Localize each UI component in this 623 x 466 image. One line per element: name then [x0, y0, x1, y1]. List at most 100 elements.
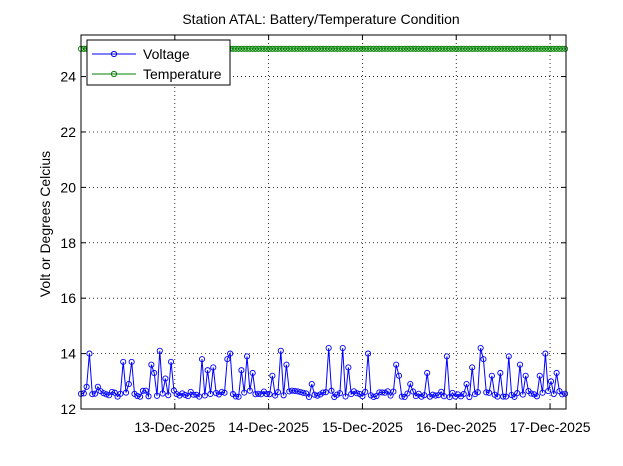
voltage-point — [297, 389, 304, 396]
voltage-point — [108, 388, 116, 395]
voltage-point — [536, 372, 543, 379]
y-tick-label: 16 — [60, 290, 76, 306]
voltage-point — [117, 390, 124, 397]
voltage-point — [162, 375, 169, 382]
voltage-point — [342, 393, 349, 400]
voltage-point — [438, 388, 445, 395]
voltage-point — [286, 388, 293, 395]
voltage-point — [89, 391, 96, 398]
voltage-point — [336, 390, 343, 397]
voltage-point — [266, 391, 273, 398]
y-tick-label: 12 — [60, 401, 76, 417]
voltage-point — [274, 389, 282, 396]
voltage-point — [201, 392, 208, 399]
voltage-point — [255, 390, 262, 397]
voltage-point — [122, 389, 130, 396]
voltage-point — [345, 364, 352, 371]
voltage-point — [488, 372, 495, 379]
voltage-point — [314, 392, 321, 399]
voltage-point — [277, 347, 284, 354]
voltage-point — [232, 393, 239, 400]
voltage-point — [198, 356, 206, 363]
voltage-point — [151, 369, 158, 377]
voltage-point — [365, 350, 372, 357]
voltage-point — [184, 393, 191, 400]
x-tick-label: 15-Dec-2025 — [322, 419, 403, 435]
voltage-point — [502, 393, 510, 400]
voltage-point — [269, 372, 276, 379]
voltage-point — [483, 389, 490, 396]
y-tick-label: 24 — [60, 69, 76, 85]
voltage-point — [218, 388, 225, 396]
voltage-point — [227, 350, 234, 357]
voltage-point — [379, 389, 386, 396]
voltage-point — [263, 391, 270, 398]
voltage-point — [173, 391, 180, 398]
voltage-point — [210, 364, 217, 371]
tick-layer: 12 14 16 18 20 22 24 13-Dec-2025 14-Dec-2025 15-D… — [60, 35, 591, 435]
voltage-point — [235, 393, 242, 400]
voltage-point — [387, 392, 394, 399]
voltage-point — [463, 381, 470, 388]
voltage-point — [168, 358, 175, 365]
voltage-point — [550, 390, 557, 398]
voltage-point — [432, 392, 439, 399]
axes-box — [80, 34, 567, 410]
voltage-point — [111, 389, 118, 396]
voltage-point — [466, 393, 473, 401]
voltage-point — [246, 387, 253, 394]
voltage-point — [421, 392, 428, 399]
voltage-point — [390, 388, 397, 395]
voltage-point — [86, 350, 93, 357]
voltage-point — [410, 388, 417, 395]
voltage-point — [289, 387, 296, 394]
legend-voltage-marker — [110, 50, 118, 58]
voltage-point — [553, 369, 560, 377]
voltage-point — [142, 387, 149, 394]
voltage-point — [280, 392, 287, 399]
voltage-point — [393, 361, 400, 368]
voltage-point — [134, 392, 141, 399]
voltage-point — [446, 394, 453, 401]
voltage-point — [128, 358, 135, 365]
voltage-point — [120, 358, 127, 365]
voltage-point — [283, 361, 290, 368]
voltage-point — [545, 388, 552, 395]
voltage-point — [94, 383, 101, 390]
chart-title: Station ATAL: Battery/Temperature Condit… — [182, 11, 459, 27]
temperature-point — [562, 45, 569, 52]
voltage-point — [440, 393, 448, 400]
voltage-point — [103, 391, 110, 398]
x-tick-label: 14-Dec-2025 — [228, 419, 309, 435]
temperature-point — [559, 45, 566, 52]
voltage-point — [291, 387, 298, 394]
y-tick-label: 18 — [60, 235, 76, 251]
x-tick-label: 13-Dec-2025 — [134, 419, 215, 435]
voltage-point — [300, 389, 307, 396]
voltage-point — [539, 389, 546, 396]
voltage-point — [328, 387, 335, 394]
voltage-point — [359, 393, 366, 400]
y-tick-label: 14 — [60, 346, 76, 362]
voltage-point — [137, 393, 144, 400]
legend[interactable]: Voltage Temperature — [86, 39, 231, 86]
voltage-point — [83, 383, 90, 390]
voltage-point — [429, 391, 436, 398]
voltage-point — [522, 372, 529, 379]
voltage-point — [395, 372, 403, 379]
y-tick-label: 22 — [60, 124, 76, 140]
voltage-point — [500, 393, 507, 400]
voltage-point — [308, 381, 315, 388]
voltage-point — [182, 391, 189, 398]
voltage-point — [398, 393, 405, 400]
legend-box — [86, 39, 231, 86]
voltage-point — [204, 367, 211, 374]
voltage-point — [190, 391, 197, 398]
voltage-point — [100, 390, 107, 397]
voltage-point — [241, 389, 248, 396]
voltage-point — [547, 378, 555, 385]
voltage-point — [213, 390, 220, 397]
legend-temperature-marker — [110, 70, 118, 78]
voltage-point — [443, 353, 450, 360]
voltage-point — [125, 381, 132, 388]
